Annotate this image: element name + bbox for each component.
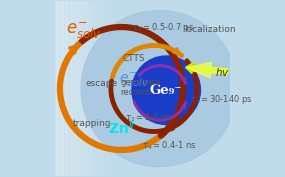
Bar: [110, 1, 111, 176]
Bar: [67, 1, 68, 176]
Text: $\tau_3 = 30$-$140$ ps: $\tau_3 = 30$-$140$ ps: [190, 93, 253, 105]
Bar: [115, 1, 116, 176]
Bar: [57, 1, 58, 176]
Circle shape: [81, 10, 237, 167]
Text: $\tau_2 = 2$-$6$ ps: $\tau_2 = 2$-$6$ ps: [125, 111, 172, 124]
Bar: [107, 1, 109, 176]
Bar: [93, 1, 95, 176]
Bar: [82, 1, 84, 176]
Bar: [100, 1, 101, 176]
Text: trapping: trapping: [72, 119, 111, 128]
Bar: [111, 1, 112, 176]
Bar: [79, 1, 80, 176]
Bar: [99, 1, 100, 176]
Bar: [62, 1, 64, 176]
Bar: [77, 1, 79, 176]
Text: localization: localization: [184, 25, 235, 34]
Text: $e^{-}_{solv}$: $e^{-}_{solv}$: [119, 71, 149, 89]
Circle shape: [132, 56, 200, 124]
Bar: [87, 1, 89, 176]
Bar: [109, 1, 110, 176]
Bar: [72, 1, 74, 176]
Bar: [86, 1, 87, 176]
Bar: [102, 1, 104, 176]
Bar: [65, 1, 66, 176]
Bar: [85, 1, 86, 176]
Bar: [101, 1, 102, 176]
Bar: [92, 1, 93, 176]
Bar: [60, 1, 61, 176]
Bar: [71, 1, 72, 176]
Bar: [95, 1, 96, 176]
Bar: [106, 1, 107, 176]
Bar: [68, 1, 70, 176]
FancyArrow shape: [186, 63, 228, 75]
Bar: [80, 1, 81, 176]
Bar: [74, 1, 75, 176]
Bar: [112, 1, 114, 176]
Text: CTTS: CTTS: [122, 54, 145, 63]
Bar: [66, 1, 67, 176]
Bar: [58, 1, 60, 176]
Bar: [84, 1, 85, 176]
Bar: [64, 1, 65, 176]
Text: Ge₉⁻: Ge₉⁻: [150, 84, 182, 97]
Bar: [61, 1, 62, 176]
Bar: [55, 1, 56, 176]
Bar: [91, 1, 92, 176]
Bar: [76, 1, 77, 176]
Text: $hv$: $hv$: [215, 66, 230, 78]
Text: Zn$^{II}$: Zn$^{II}$: [108, 119, 136, 137]
Bar: [81, 1, 82, 176]
Bar: [114, 1, 115, 176]
Text: geminate
recomb.: geminate recomb.: [121, 78, 161, 97]
Bar: [97, 1, 99, 176]
Text: $\tau_1 = 0.5$-$0.7$ ps: $\tau_1 = 0.5$-$0.7$ ps: [132, 21, 194, 34]
Text: $e^{-}_{solv}$: $e^{-}_{solv}$: [66, 20, 102, 41]
Bar: [89, 1, 90, 176]
Bar: [70, 1, 71, 176]
Bar: [96, 1, 97, 176]
Bar: [56, 1, 57, 176]
Bar: [105, 1, 106, 176]
Bar: [75, 1, 76, 176]
Bar: [90, 1, 91, 176]
FancyArrow shape: [187, 62, 228, 78]
Text: escape: escape: [86, 79, 117, 88]
Bar: [104, 1, 105, 176]
Text: $\tau_4 = 0.4$-$1$ ns: $\tau_4 = 0.4$-$1$ ns: [142, 139, 198, 152]
